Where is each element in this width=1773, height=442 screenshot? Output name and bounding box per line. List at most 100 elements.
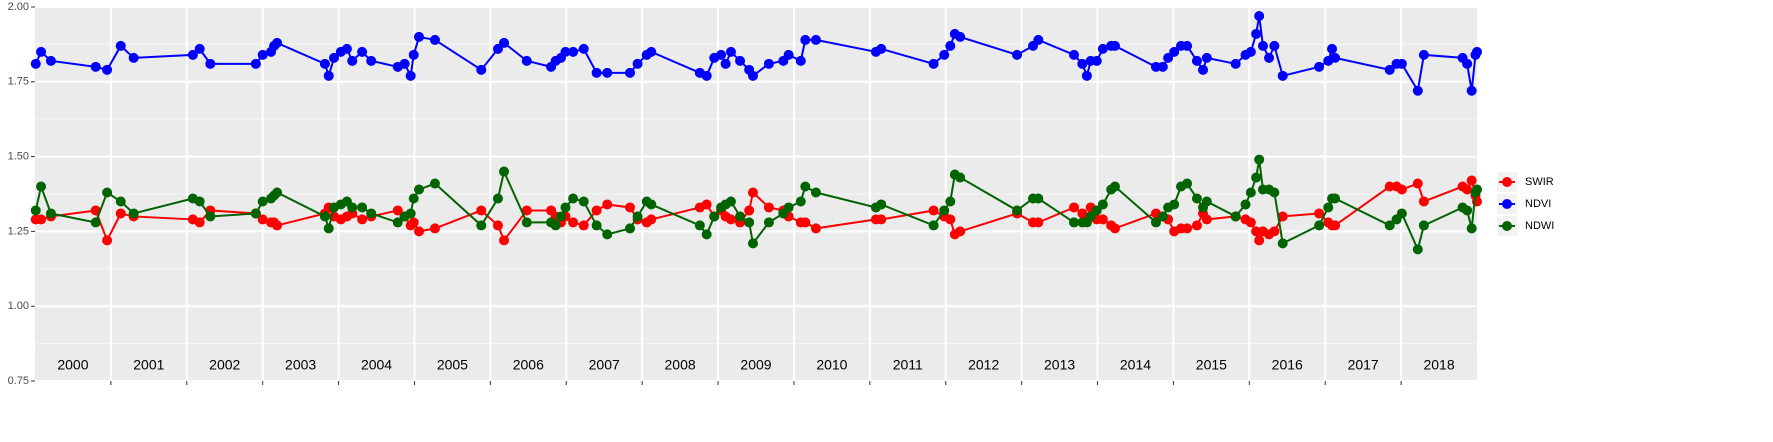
point xyxy=(1462,58,1473,69)
y-tick-label: 0.75 xyxy=(8,375,29,387)
point xyxy=(1330,193,1341,204)
year-label: 2014 xyxy=(1120,357,1151,373)
point xyxy=(625,67,636,78)
point xyxy=(1462,205,1473,216)
point xyxy=(1384,64,1395,75)
y-tick-label: 1.75 xyxy=(8,76,29,88)
point xyxy=(1201,196,1212,207)
point xyxy=(632,58,643,69)
year-label: 2017 xyxy=(1348,357,1379,373)
point xyxy=(1201,214,1212,225)
point xyxy=(876,199,887,210)
point xyxy=(323,70,334,81)
point xyxy=(1254,10,1265,21)
point xyxy=(429,223,440,234)
point xyxy=(250,208,261,219)
point xyxy=(763,202,774,213)
point xyxy=(492,220,503,231)
point xyxy=(408,49,419,60)
point xyxy=(1191,193,1202,204)
point xyxy=(30,58,41,69)
point xyxy=(939,49,950,60)
point xyxy=(90,217,101,228)
point xyxy=(1330,220,1341,231)
point xyxy=(1157,211,1168,222)
point xyxy=(1396,58,1407,69)
year-label: 2007 xyxy=(589,357,620,373)
point xyxy=(405,208,416,219)
point xyxy=(1182,40,1193,51)
point xyxy=(1245,217,1256,228)
point xyxy=(1466,223,1477,234)
point xyxy=(499,166,510,177)
point xyxy=(1245,187,1256,198)
point xyxy=(1097,43,1108,54)
point xyxy=(646,46,657,57)
point xyxy=(1251,226,1262,237)
legend-point xyxy=(1502,177,1512,187)
point xyxy=(591,205,602,216)
point xyxy=(1077,58,1088,69)
point xyxy=(928,220,939,231)
point xyxy=(357,214,368,225)
point xyxy=(187,49,198,60)
year-label: 2006 xyxy=(513,357,544,373)
point xyxy=(1097,199,1108,210)
point xyxy=(694,220,705,231)
point xyxy=(955,226,966,237)
point xyxy=(1109,223,1120,234)
point xyxy=(45,55,56,66)
point xyxy=(625,223,636,234)
point xyxy=(744,217,755,228)
point xyxy=(408,193,419,204)
point xyxy=(550,220,561,231)
point xyxy=(701,199,712,210)
point xyxy=(1198,64,1209,75)
point xyxy=(272,37,283,48)
point xyxy=(1012,205,1023,216)
point xyxy=(250,58,261,69)
point xyxy=(1327,43,1338,54)
point xyxy=(1466,85,1477,96)
point xyxy=(1230,58,1241,69)
point xyxy=(347,55,358,66)
year-label: 2000 xyxy=(57,357,88,373)
point xyxy=(578,196,589,207)
point xyxy=(747,70,758,81)
point xyxy=(319,58,330,69)
point xyxy=(810,34,821,45)
point xyxy=(1068,217,1079,228)
point xyxy=(1230,211,1241,222)
point xyxy=(492,193,503,204)
point xyxy=(1277,70,1288,81)
point xyxy=(1033,193,1044,204)
y-tick-label: 1.50 xyxy=(8,151,29,163)
point xyxy=(725,46,736,57)
point xyxy=(568,193,579,204)
point xyxy=(560,46,571,57)
legend-label: NDVI xyxy=(1525,198,1551,210)
year-label: 2005 xyxy=(437,357,468,373)
point xyxy=(1191,55,1202,66)
point xyxy=(319,211,330,222)
point xyxy=(735,211,746,222)
point xyxy=(763,58,774,69)
point xyxy=(1418,220,1429,231)
point xyxy=(341,43,352,54)
point xyxy=(1269,226,1280,237)
point xyxy=(709,211,720,222)
point xyxy=(521,205,532,216)
point xyxy=(1157,61,1168,72)
point xyxy=(1109,181,1120,192)
point xyxy=(945,40,956,51)
point xyxy=(810,187,821,198)
point xyxy=(90,61,101,72)
point xyxy=(272,187,283,198)
point xyxy=(429,34,440,45)
point xyxy=(716,49,727,60)
point xyxy=(1418,196,1429,207)
point xyxy=(257,49,268,60)
point xyxy=(578,220,589,231)
point xyxy=(747,238,758,249)
y-tick-label: 2.00 xyxy=(8,1,29,13)
